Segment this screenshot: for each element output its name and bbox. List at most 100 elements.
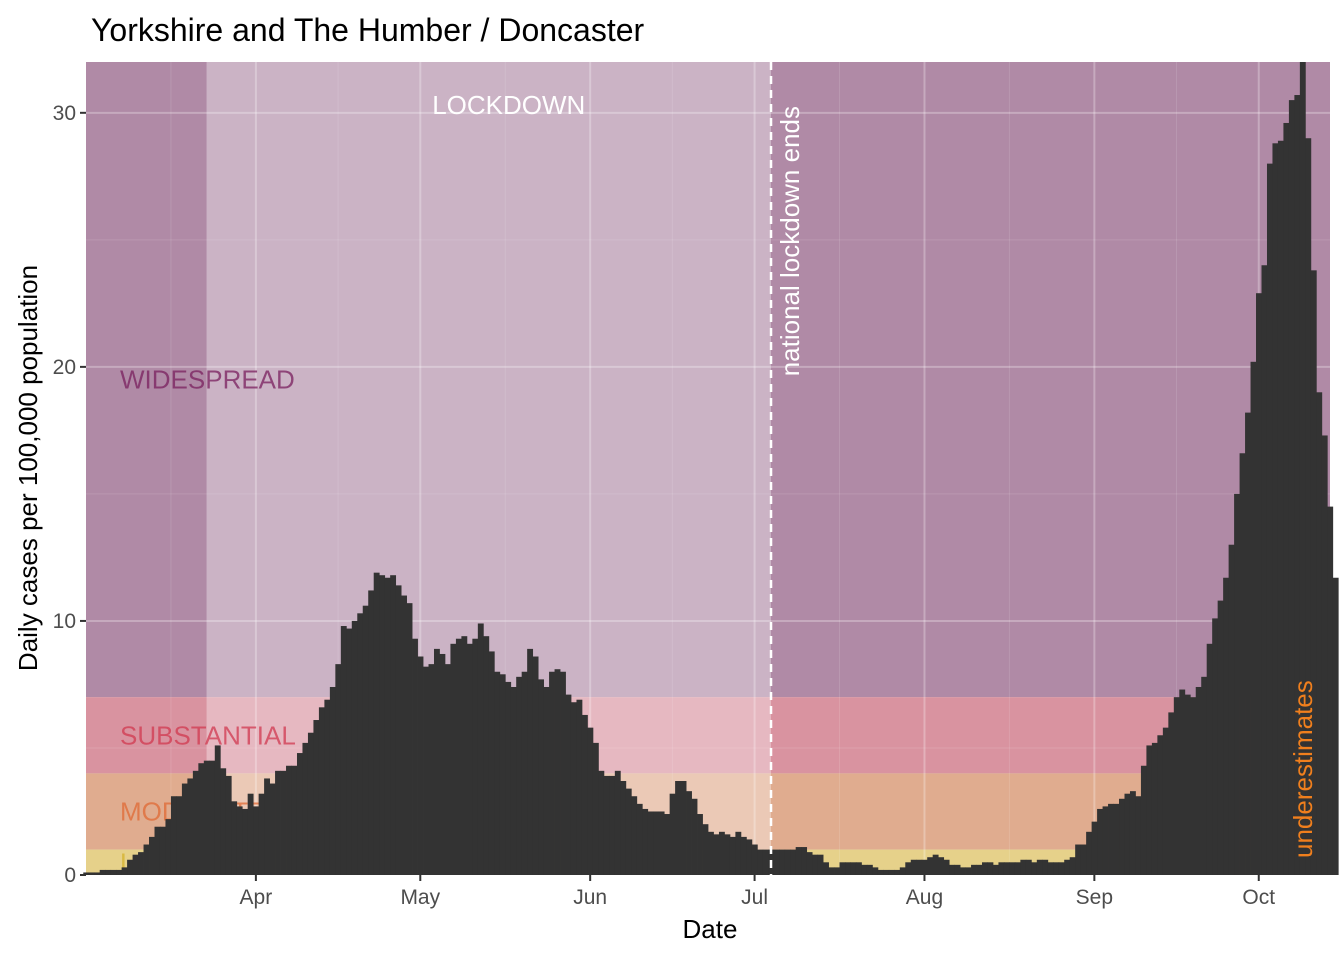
bar xyxy=(258,793,265,875)
band-substantial xyxy=(86,697,1330,774)
bar xyxy=(1119,798,1125,875)
underestimates-label: underestimates xyxy=(1288,680,1318,858)
bar xyxy=(1201,676,1208,875)
bar xyxy=(1020,859,1027,875)
band-label: WIDESPREAD xyxy=(120,365,295,395)
bar xyxy=(340,626,347,875)
bar xyxy=(899,867,906,875)
bar xyxy=(592,742,599,875)
bar xyxy=(433,648,440,875)
bar xyxy=(181,783,188,875)
bar xyxy=(357,613,364,875)
bar xyxy=(466,643,473,875)
bar xyxy=(335,664,342,875)
bar xyxy=(954,864,961,875)
bar xyxy=(351,620,358,875)
bar xyxy=(362,605,369,875)
bar xyxy=(1288,100,1295,875)
bar xyxy=(1069,857,1076,875)
bar xyxy=(346,628,353,875)
bar xyxy=(806,852,813,875)
bar xyxy=(1294,95,1301,875)
bar xyxy=(1310,270,1317,875)
bar xyxy=(154,826,161,875)
bar xyxy=(94,872,101,875)
bar xyxy=(1223,577,1230,875)
bar xyxy=(1102,806,1109,875)
bar xyxy=(598,770,605,875)
bar xyxy=(1135,796,1142,875)
bar xyxy=(379,575,386,875)
bar xyxy=(329,686,336,875)
bar xyxy=(631,796,638,875)
bar xyxy=(1168,712,1175,875)
bar xyxy=(1162,727,1169,875)
bar xyxy=(1097,808,1103,875)
bar xyxy=(992,864,999,875)
bar xyxy=(1064,859,1071,875)
bar xyxy=(461,636,468,875)
bar xyxy=(318,707,325,875)
bar xyxy=(455,638,462,875)
bar xyxy=(549,671,555,875)
bar xyxy=(275,770,281,875)
bar xyxy=(812,854,819,875)
bar xyxy=(669,793,676,875)
x-tick-label: Jul xyxy=(741,886,768,909)
bar xyxy=(823,862,829,875)
bar xyxy=(149,836,155,875)
bar xyxy=(971,864,977,875)
bar xyxy=(560,671,566,875)
bar xyxy=(932,854,939,875)
bar xyxy=(658,811,665,875)
bar xyxy=(1113,803,1120,875)
bar xyxy=(1003,862,1010,875)
bar xyxy=(866,864,873,875)
bar xyxy=(642,808,649,875)
bar xyxy=(1129,791,1136,875)
bar xyxy=(587,727,594,875)
bar xyxy=(779,849,786,875)
bar xyxy=(740,836,747,875)
bar xyxy=(390,575,397,875)
bar xyxy=(1014,862,1021,875)
bar xyxy=(828,867,835,875)
bar xyxy=(1305,138,1312,875)
bar xyxy=(444,664,451,875)
bar xyxy=(724,834,731,875)
bar xyxy=(1228,544,1235,875)
bar xyxy=(965,867,972,875)
bar xyxy=(1299,62,1306,875)
bar xyxy=(576,699,583,875)
bar xyxy=(165,819,172,875)
bar xyxy=(1283,122,1290,876)
x-tick-label: May xyxy=(400,886,440,909)
x-tick-label: Jun xyxy=(573,886,607,909)
x-tick-label: Apr xyxy=(240,886,273,909)
bar xyxy=(324,699,331,875)
bar xyxy=(88,872,95,875)
bar xyxy=(1316,392,1323,875)
annotations: LOCKDOWN national lockdown ends underestim… xyxy=(432,62,1318,875)
bar xyxy=(187,778,194,875)
bar xyxy=(581,714,588,875)
bar xyxy=(1151,742,1158,875)
bar xyxy=(1047,862,1054,875)
bar xyxy=(214,745,221,875)
bar xyxy=(280,770,287,875)
bar xyxy=(976,864,983,875)
bar xyxy=(905,862,912,875)
bar xyxy=(143,844,150,875)
x-axis: Apr May Jun Jul Aug Sep Oct xyxy=(240,875,1275,909)
bar xyxy=(839,862,846,875)
bar xyxy=(1206,643,1213,875)
bar xyxy=(729,836,736,875)
bar xyxy=(527,648,534,875)
bar xyxy=(1058,862,1065,875)
bar xyxy=(735,831,742,875)
x-axis-title: Date xyxy=(683,914,738,944)
bar xyxy=(220,768,227,875)
bar xyxy=(1184,694,1191,875)
bar xyxy=(1157,735,1164,875)
bar xyxy=(647,811,654,875)
